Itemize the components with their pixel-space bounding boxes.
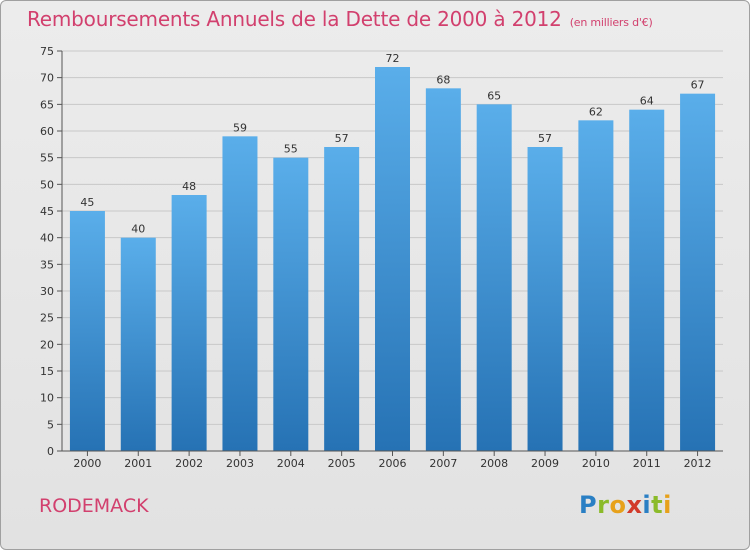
bar-value-label: 55 bbox=[284, 143, 298, 156]
bar bbox=[324, 147, 360, 451]
chart-unit: (en milliers d'€) bbox=[569, 16, 653, 29]
x-tick-label: 2012 bbox=[684, 457, 712, 470]
bar-value-label: 65 bbox=[487, 89, 501, 102]
logo-letter: x bbox=[626, 491, 643, 519]
bar bbox=[375, 67, 410, 451]
y-tick-label: 15 bbox=[40, 365, 54, 378]
logo-letter: r bbox=[597, 491, 610, 519]
chart-title: Remboursements Annuels de la Dette de 20… bbox=[27, 7, 653, 31]
commune-name: RODEMACK bbox=[39, 495, 149, 517]
bar bbox=[680, 93, 716, 452]
y-tick-label: 35 bbox=[40, 258, 54, 271]
y-tick-label: 30 bbox=[40, 285, 54, 298]
bar-value-label: 72 bbox=[386, 52, 400, 65]
bar bbox=[171, 195, 207, 451]
bar bbox=[222, 136, 258, 452]
y-tick-label: 45 bbox=[40, 205, 54, 218]
bar-value-label: 48 bbox=[182, 180, 196, 193]
bar bbox=[476, 104, 512, 451]
bar bbox=[273, 157, 309, 451]
logo-letter: P bbox=[579, 491, 598, 519]
logo-letter: i bbox=[642, 491, 652, 519]
logo-letter: t bbox=[651, 491, 664, 519]
bars: 45 40 48 59 55 57 72 68 65 57 62 64 67 bbox=[69, 52, 716, 452]
logo-letter: i bbox=[663, 491, 672, 519]
x-tick-label: 2000 bbox=[73, 457, 101, 470]
x-tick-label: 2011 bbox=[633, 457, 661, 470]
x-tick-label: 2006 bbox=[379, 457, 407, 470]
y-tick-label: 50 bbox=[40, 178, 54, 191]
proxiti-logo: Proxiti bbox=[579, 491, 672, 519]
y-tick-label: 70 bbox=[40, 72, 54, 85]
logo-letter: o bbox=[609, 491, 627, 519]
x-tick-label: 2007 bbox=[429, 457, 457, 470]
bar-value-label: 67 bbox=[691, 79, 705, 92]
bar-value-label: 45 bbox=[80, 196, 94, 209]
x-tick-label: 2005 bbox=[328, 457, 356, 470]
y-tick-label: 65 bbox=[40, 98, 54, 111]
bar-value-label: 40 bbox=[131, 223, 145, 236]
bar-value-label: 59 bbox=[233, 121, 247, 134]
axes: 0 5 10 15 20 25 30 35 40 45 50 55 60 65 70 75 2000 2001 20… bbox=[40, 45, 723, 470]
x-tick-label: 2004 bbox=[277, 457, 305, 470]
bar bbox=[578, 120, 614, 451]
x-tick-label: 2001 bbox=[124, 457, 152, 470]
x-tick-label: 2002 bbox=[175, 457, 203, 470]
y-tick-label: 10 bbox=[40, 392, 54, 405]
y-tick-label: 5 bbox=[47, 418, 54, 431]
x-tick-label: 2010 bbox=[582, 457, 610, 470]
bar bbox=[425, 88, 461, 451]
y-tick-label: 40 bbox=[40, 232, 54, 245]
bar-value-label: 57 bbox=[335, 132, 349, 145]
bar bbox=[629, 109, 665, 452]
y-tick-label: 20 bbox=[40, 338, 54, 351]
bar bbox=[527, 147, 563, 451]
x-tick-label: 2009 bbox=[531, 457, 559, 470]
bar-value-label: 64 bbox=[640, 95, 654, 108]
bar-value-label: 62 bbox=[589, 105, 603, 118]
bar-value-label: 57 bbox=[538, 132, 552, 145]
bar bbox=[120, 237, 156, 451]
x-tick-label: 2008 bbox=[480, 457, 508, 470]
y-tick-label: 60 bbox=[40, 125, 54, 138]
x-tick-label: 2003 bbox=[226, 457, 254, 470]
y-tick-label: 75 bbox=[40, 45, 54, 58]
y-tick-label: 55 bbox=[40, 152, 54, 165]
y-tick-label: 25 bbox=[40, 312, 54, 325]
bar-value-label: 68 bbox=[436, 73, 450, 86]
chart-title-text: Remboursements Annuels de la Dette de 20… bbox=[27, 7, 562, 31]
y-tick-label: 0 bbox=[47, 445, 54, 458]
bar bbox=[69, 211, 105, 451]
